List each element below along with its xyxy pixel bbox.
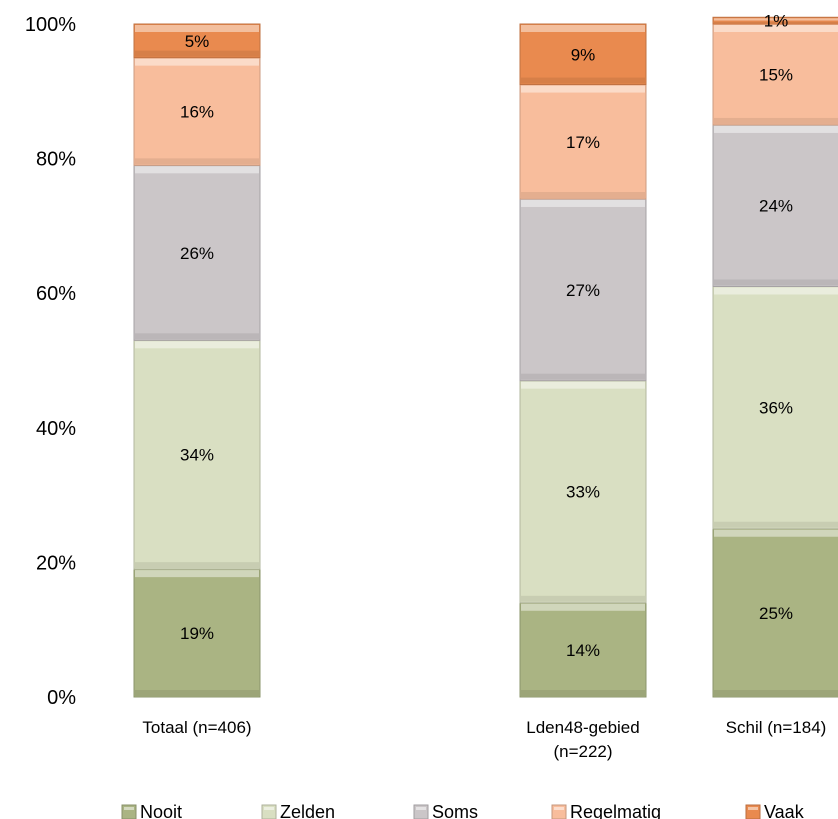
- x-category-label: Totaal (n=406): [142, 718, 251, 737]
- legend-swatch-bevel: [554, 807, 564, 810]
- bar-bevel-bottom: [714, 21, 838, 23]
- bar-group-schil-n-184: 25% 36% 24% 15% 1%: [712, 12, 838, 698]
- bar-segment-soms: [519, 198, 647, 382]
- legend-item-soms: Soms: [413, 802, 478, 819]
- x-category-label: (n=222): [553, 742, 612, 761]
- bar-bevel-bottom: [714, 690, 838, 696]
- data-label: 24%: [759, 197, 793, 216]
- x-axis: Totaal (n=406) Lden48-gebied (n=222) Schil …: [142, 718, 826, 761]
- legend-swatch-bevel: [748, 807, 758, 810]
- bar-bevel-bottom: [135, 50, 259, 57]
- bar-bevel-bottom: [521, 373, 645, 380]
- bar-segment-nooit: [133, 568, 261, 698]
- bar-bevel-top: [714, 25, 838, 32]
- legend-swatch-bevel: [416, 807, 426, 810]
- y-tick-label: 80%: [36, 149, 76, 171]
- bar-bevel-top: [521, 603, 645, 611]
- bar-segment-vaak: [519, 23, 647, 86]
- bar-bevel-top: [714, 287, 838, 295]
- data-label: 1%: [764, 12, 789, 31]
- legend-swatch-bevel: [264, 807, 274, 810]
- legend-label: Nooit: [140, 802, 182, 819]
- legend-label: Vaak: [764, 802, 805, 819]
- y-tick-label: 60%: [36, 283, 76, 305]
- bar-segment-zelden: [519, 380, 647, 604]
- y-tick-label: 100%: [25, 14, 76, 36]
- bar-bevel-bottom: [135, 690, 259, 696]
- y-axis: 0% 20% 40% 60% 80% 100%: [25, 14, 76, 709]
- x-category-label: Schil (n=184): [726, 718, 827, 737]
- data-label: 33%: [566, 483, 600, 502]
- legend-item-nooit: Nooit: [121, 802, 182, 819]
- legend-label: Regelmatig: [570, 802, 661, 819]
- legend: Nooit Zelden Soms Regelmatig Vaak: [121, 802, 805, 819]
- data-label: 14%: [566, 641, 600, 660]
- data-label: 5%: [185, 32, 210, 51]
- bar-segment-regelmatig: [133, 57, 261, 166]
- x-category-label: Lden48-gebied: [526, 718, 639, 737]
- bar-segment-nooit: [712, 528, 838, 698]
- bar-segment-vaak: [133, 23, 261, 59]
- bar-bevel-top: [521, 381, 645, 389]
- bar-bevel-top: [521, 25, 645, 32]
- bar-bevel-top: [135, 570, 259, 578]
- bar-bevel-bottom: [135, 562, 259, 569]
- y-tick-label: 40%: [36, 418, 76, 440]
- legend-swatch-bevel: [124, 807, 134, 810]
- bar-bevel-top: [714, 18, 838, 21]
- bar-bevel-top: [714, 529, 838, 537]
- bar-bevel-bottom: [714, 521, 838, 528]
- bar-bevel-top: [135, 341, 259, 349]
- legend-item-regelmatig: Regelmatig: [551, 802, 661, 819]
- data-label: 9%: [571, 45, 596, 64]
- bar-segment-soms: [712, 124, 838, 287]
- bar-bevel-bottom: [521, 77, 645, 84]
- data-label: 17%: [566, 133, 600, 152]
- data-label: 25%: [759, 604, 793, 623]
- bar-bevel-bottom: [135, 158, 259, 165]
- bar-segment-regelmatig: [712, 23, 838, 126]
- bar-bevel-top: [521, 85, 645, 93]
- bar-bevel-top: [135, 25, 259, 32]
- bar-segment-nooit: [519, 602, 647, 698]
- y-tick-label: 0%: [47, 687, 76, 709]
- bar-bevel-top: [521, 199, 645, 207]
- legend-label: Soms: [432, 802, 478, 819]
- y-tick-label: 20%: [36, 552, 76, 574]
- data-label: 19%: [180, 624, 214, 643]
- data-label: 15%: [759, 65, 793, 84]
- legend-label: Zelden: [280, 802, 335, 819]
- bar-bevel-bottom: [714, 279, 838, 286]
- bar-bevel-top: [135, 58, 259, 66]
- data-label: 34%: [180, 446, 214, 465]
- bar-bevel-bottom: [521, 690, 645, 696]
- bar-group-totaal-n-406: 19% 34% 26% 16% 5%: [133, 23, 261, 698]
- data-label: 27%: [566, 281, 600, 300]
- bar-bevel-bottom: [521, 595, 645, 602]
- data-label: 26%: [180, 244, 214, 263]
- bar-group-lden48-gebied-n-222: 14% 33% 27% 17% 9%: [519, 23, 647, 698]
- data-label: 36%: [759, 399, 793, 418]
- bar-segment-vaak: [712, 16, 838, 25]
- bar-bevel-bottom: [714, 117, 838, 124]
- bar-bevel-bottom: [521, 191, 645, 198]
- bar-bevel-bottom: [135, 333, 259, 340]
- data-label: 16%: [180, 102, 214, 121]
- bars: 19% 34% 26% 16% 5% 14% 33% 27% 17% 9% 25% 36% 24% 15%…: [133, 12, 838, 698]
- bar-bevel-top: [714, 125, 838, 133]
- bar-segment-zelden: [712, 285, 838, 530]
- legend-item-zelden: Zelden: [261, 802, 335, 819]
- bar-bevel-top: [135, 166, 259, 174]
- bar-segment-zelden: [133, 339, 261, 570]
- legend-item-vaak: Vaak: [745, 802, 805, 819]
